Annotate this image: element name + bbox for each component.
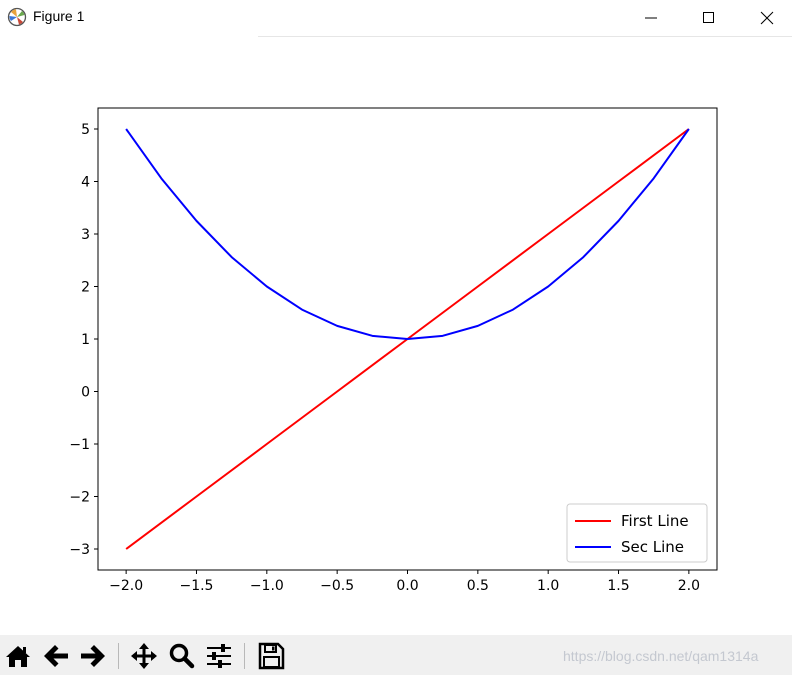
floppy-disk-icon <box>258 642 285 670</box>
title-divider <box>258 36 792 37</box>
x-tick-label: −1.0 <box>250 578 284 594</box>
figure-canvas[interactable]: −2.0 −1.5 −1.0 −0.5 0.0 0.5 1.0 1.5 2.0 −3 −2 −1 0 1 2… <box>0 37 792 635</box>
x-tick-label: −0.5 <box>320 578 354 594</box>
x-tick-label: −2.0 <box>109 578 143 594</box>
y-tick-label: 1 <box>81 332 90 348</box>
arrow-right-icon <box>81 645 105 667</box>
x-tick-label: 0.5 <box>467 578 489 594</box>
minimize-button[interactable] <box>628 0 674 36</box>
y-tick-label: 4 <box>81 175 90 191</box>
pan-button[interactable] <box>129 641 159 671</box>
maximize-button[interactable] <box>686 0 732 36</box>
legend-label-2: Sec Line <box>621 538 684 556</box>
zoom-button[interactable] <box>166 641 196 671</box>
y-tick-label: −2 <box>69 490 90 506</box>
y-tick-label: −1 <box>69 437 90 453</box>
x-tick-label: 1.0 <box>537 578 559 594</box>
home-button[interactable] <box>3 641 33 671</box>
x-tick-label: −1.5 <box>179 578 213 594</box>
matplotlib-logo-icon <box>7 7 27 27</box>
arrow-left-icon <box>44 645 68 667</box>
subplots-button[interactable] <box>204 641 234 671</box>
magnifier-icon <box>169 643 195 669</box>
line-chart: −2.0 −1.5 −1.0 −0.5 0.0 0.5 1.0 1.5 2.0 −3 −2 −1 0 1 2… <box>69 107 718 594</box>
y-tick-label: 5 <box>81 122 90 138</box>
y-tick-label: 2 <box>81 280 90 296</box>
save-button[interactable] <box>256 641 286 671</box>
toolbar-separator <box>118 643 119 669</box>
x-tick-label: 2.0 <box>678 578 700 594</box>
legend-label-1: First Line <box>621 512 689 530</box>
title-bar: Figure 1 <box>0 0 792 36</box>
move-icon <box>131 643 157 669</box>
x-tick-label: 1.5 <box>607 578 629 594</box>
close-button[interactable] <box>744 0 790 36</box>
forward-button[interactable] <box>78 641 108 671</box>
x-tick-label: 0.0 <box>396 578 418 594</box>
window-title: Figure 1 <box>33 8 85 24</box>
watermark-text: https://blog.csdn.net/qam1314a <box>563 648 759 664</box>
home-icon <box>6 646 30 667</box>
navigation-toolbar: https://blog.csdn.net/qam1314a <box>0 635 792 675</box>
series-line-2 <box>125 128 690 340</box>
toolbar-separator <box>244 643 245 669</box>
y-tick-label: 3 <box>81 227 90 243</box>
y-tick-label: 0 <box>81 385 90 401</box>
close-icon <box>760 11 774 25</box>
y-tick-label: −3 <box>69 542 90 558</box>
minimize-icon <box>645 17 657 19</box>
maximize-icon <box>703 12 714 23</box>
sliders-icon <box>207 644 231 668</box>
back-button[interactable] <box>41 641 71 671</box>
